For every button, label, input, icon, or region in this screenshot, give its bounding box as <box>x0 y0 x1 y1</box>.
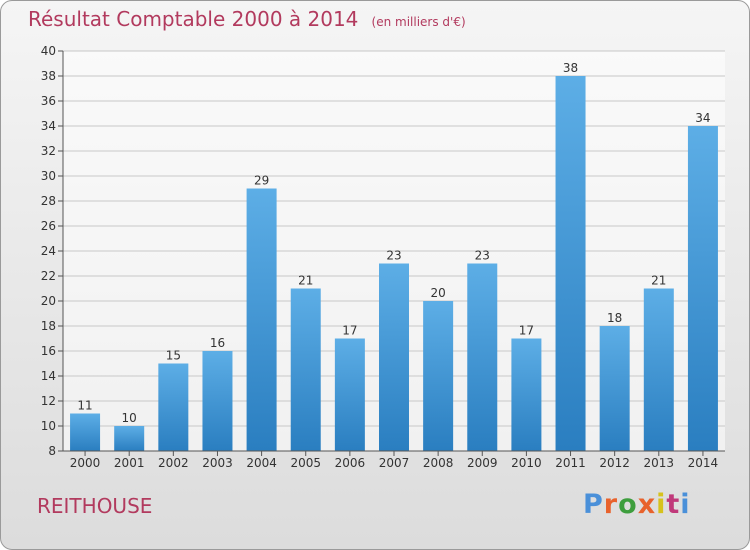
y-tick-label: 38 <box>41 69 56 83</box>
y-tick-label: 24 <box>41 244 56 258</box>
x-tick-label: 2014 <box>688 456 719 470</box>
bar-value-label: 17 <box>342 324 357 338</box>
x-tick-label: 2005 <box>290 456 321 470</box>
y-tick-label: 14 <box>41 369 56 383</box>
x-tick-label: 2004 <box>246 456 277 470</box>
x-tick-label: 2008 <box>423 456 454 470</box>
bar-value-label: 18 <box>607 311 622 325</box>
bar <box>202 351 233 451</box>
place-name: REITHOUSE <box>37 494 153 518</box>
bar <box>511 338 542 451</box>
y-tick-label: 28 <box>41 194 56 208</box>
bar-value-label: 23 <box>386 249 401 263</box>
chart-subtitle: (en milliers d'€) <box>371 15 466 29</box>
x-tick-label: 2012 <box>599 456 630 470</box>
bar <box>687 126 718 451</box>
bar-value-label: 29 <box>254 174 269 188</box>
bar <box>599 326 630 451</box>
chart-title: Résultat Comptable 2000 à 2014 <box>28 7 359 31</box>
proxiti-logo: Proxiti <box>583 489 691 520</box>
logo-letter: i <box>656 489 667 520</box>
bar-value-label: 16 <box>210 336 225 350</box>
x-tick-label: 2007 <box>379 456 410 470</box>
y-tick-label: 22 <box>41 269 56 283</box>
x-tick-label: 2009 <box>467 456 498 470</box>
y-tick-label: 18 <box>41 319 56 333</box>
bar <box>290 288 321 451</box>
bar <box>643 288 674 451</box>
bar <box>114 426 145 451</box>
bar-value-label: 23 <box>475 249 490 263</box>
bar <box>467 263 498 451</box>
x-tick-label: 2003 <box>202 456 233 470</box>
y-tick-label: 10 <box>41 419 56 433</box>
y-tick-label: 8 <box>48 444 56 458</box>
logo-letter: x <box>637 489 657 520</box>
y-tick-label: 32 <box>41 144 56 158</box>
bar <box>379 263 409 451</box>
bar-value-label: 21 <box>651 274 666 288</box>
x-tick-label: 2000 <box>70 456 101 470</box>
x-tick-label: 2011 <box>555 456 586 470</box>
bar <box>158 363 189 451</box>
bar <box>334 338 365 451</box>
bar <box>555 76 586 451</box>
y-tick-label: 16 <box>41 344 56 358</box>
title-row: Résultat Comptable 2000 à 2014 (en milli… <box>28 7 466 31</box>
bar-value-label: 20 <box>430 286 445 300</box>
x-tick-label: 2010 <box>511 456 542 470</box>
y-tick-label: 20 <box>41 294 56 308</box>
bar-value-label: 17 <box>519 324 534 338</box>
bar-value-label: 38 <box>563 61 578 75</box>
bar <box>246 188 277 451</box>
y-tick-label: 36 <box>41 94 56 108</box>
x-tick-label: 2013 <box>644 456 675 470</box>
bar-value-label: 10 <box>122 411 137 425</box>
bar-value-label: 34 <box>695 111 710 125</box>
logo-letter: P <box>583 489 604 520</box>
logo-letter: t <box>666 489 681 520</box>
y-tick-label: 30 <box>41 169 56 183</box>
bar-value-label: 11 <box>77 399 92 413</box>
y-tick-label: 12 <box>41 394 56 408</box>
bar <box>423 301 454 451</box>
axis-layer: 8 10 12 14 16 18 20 22 24 26 28 30 32 34 36 38 40 2000 200… <box>41 44 725 470</box>
bar <box>70 413 101 451</box>
logo-letter: i <box>680 489 691 520</box>
x-tick-label: 2001 <box>114 456 145 470</box>
logo-letter: r <box>603 489 619 520</box>
bar-value-label: 21 <box>298 274 313 288</box>
y-tick-label: 40 <box>41 44 56 58</box>
y-tick-label: 34 <box>41 119 56 133</box>
y-tick-label: 26 <box>41 219 56 233</box>
logo-letter: o <box>618 489 638 520</box>
x-tick-label: 2002 <box>158 456 189 470</box>
x-tick-label: 2006 <box>335 456 366 470</box>
bars-layer: 11 10 15 16 29 21 17 23 20 23 17 38 18 21 34 <box>70 61 718 451</box>
bar-value-label: 15 <box>166 349 181 363</box>
